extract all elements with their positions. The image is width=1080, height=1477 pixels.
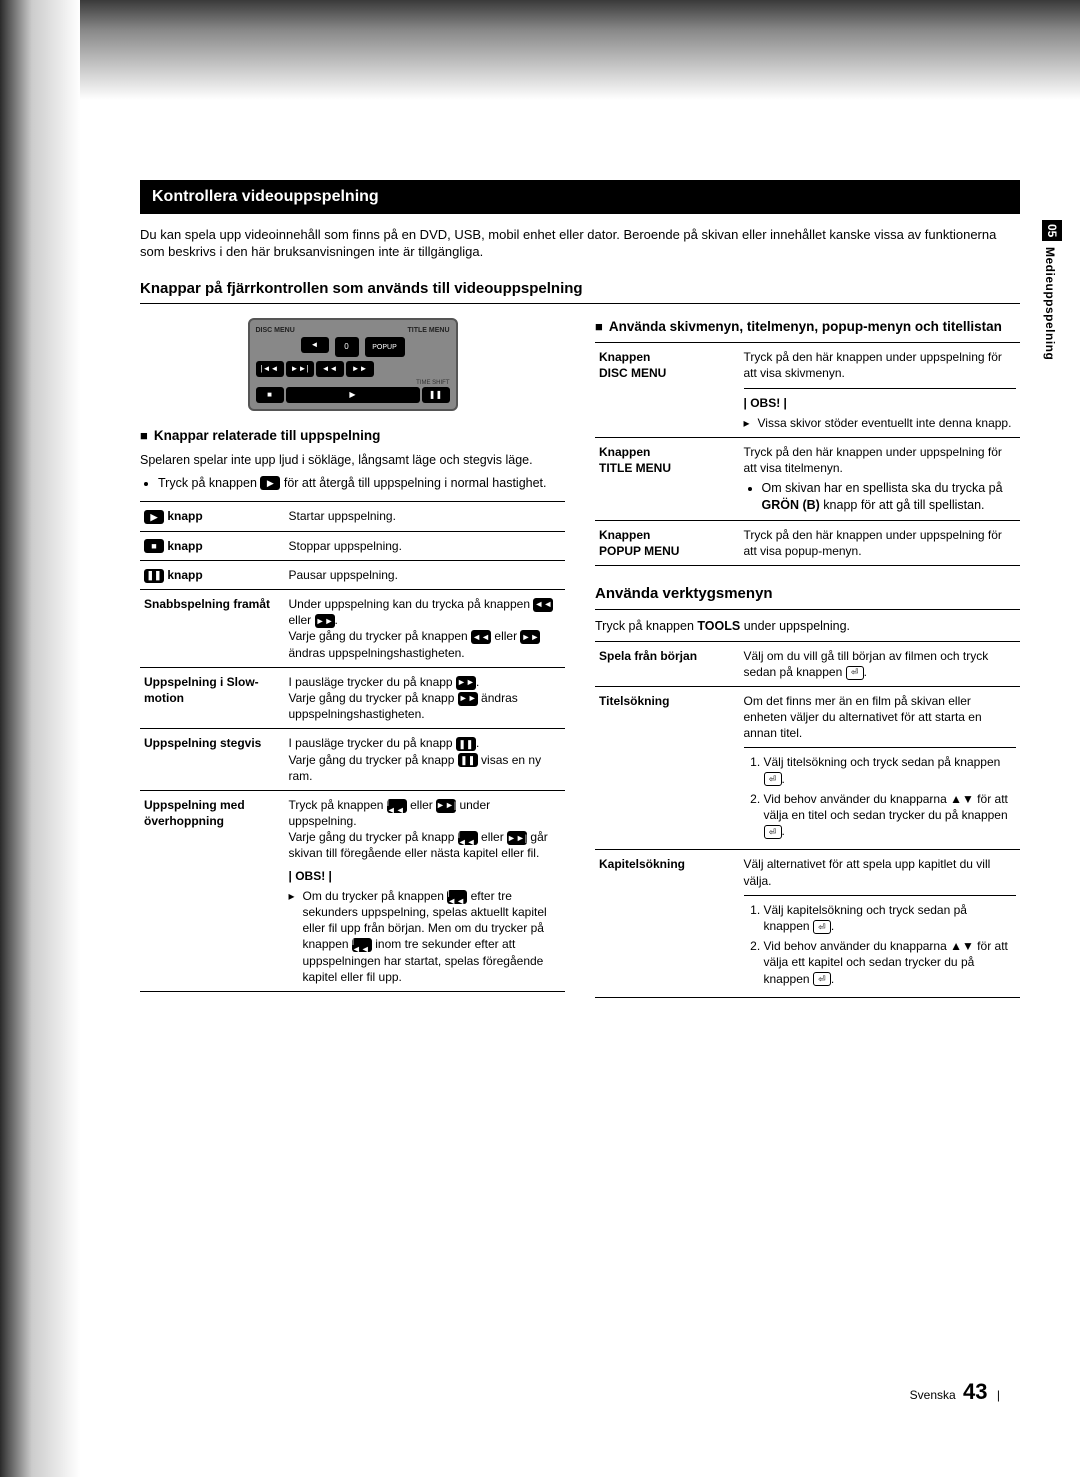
remote-button-zero: 0: [335, 337, 359, 357]
disc-menu-desc: Tryck på den här knappen under uppspelni…: [740, 343, 1021, 438]
title-menu-key: Knappen TITLE MENU: [595, 437, 740, 520]
enter-icon: ⏎: [846, 666, 864, 680]
sub-heading: Knappar på fjärrkontrollen som används t…: [140, 279, 1020, 304]
enter-icon: ⏎: [764, 825, 782, 839]
page-content: Kontrollera videouppspelning Du kan spel…: [0, 0, 1080, 1038]
disc-menu-note: Vissa skivor stöder eventuellt inte denn…: [744, 415, 1017, 431]
prev-icon: |◄◄: [447, 890, 467, 904]
ff-icon: ►►: [520, 630, 540, 644]
list-item: Vid behov använder du knapparna ▲▼ för a…: [764, 938, 1017, 987]
table-row: Spela från början Välj om du vill gå til…: [595, 641, 1020, 686]
prev-icon: |◄◄: [458, 831, 478, 845]
chapter-search-steps: Välj kapitelsökning och tryck sedan på k…: [744, 902, 1017, 987]
enter-icon: ⏎: [764, 772, 782, 786]
ff-icon: ►►: [315, 614, 335, 628]
remote-ff-icon: ►►: [346, 361, 374, 377]
popup-menu-key: Knappen POPUP MENU: [595, 521, 740, 566]
table-row: ■ knapp Stoppar uppspelning.: [140, 531, 565, 560]
bullet-square-icon: ■: [595, 318, 603, 336]
left-return-item: Tryck på knappen ▶ för att återgå till u…: [158, 475, 565, 492]
chapter-search-desc: Välj alternativet för att spela upp kapi…: [740, 850, 1021, 997]
skip-desc: Tryck på knappen |◄◄ eller ►►| under upp…: [285, 790, 566, 991]
remote-rw-icon: ◄◄: [316, 361, 344, 377]
play-from-start-desc: Välj om du vill gå till början av filmen…: [740, 641, 1021, 686]
title-search-desc: Om det finns mer än en film på skivan el…: [740, 686, 1021, 850]
table-row: Knappen POPUP MENU Tryck på den här knap…: [595, 521, 1020, 566]
remote-button-popup: POPUP: [365, 337, 405, 357]
remote-title-menu-label: TITLE MENU: [408, 326, 450, 335]
play-icon: ▶: [144, 510, 164, 524]
obs-label: | OBS! |: [289, 869, 332, 883]
table-row: Knappen DISC MENU Tryck på den här knapp…: [595, 343, 1020, 438]
enter-icon: ⏎: [813, 972, 831, 986]
slow-desc: I pausläge trycker du på knapp ►►. Varje…: [285, 667, 566, 729]
remote-time-shift-label: TIME SHIFT: [256, 379, 450, 387]
footer-page-number: 43: [963, 1379, 987, 1404]
next-icon: ►►|: [507, 831, 527, 845]
left-column: DISC MENU TITLE MENU ◄ 0 POPUP |◄◄ ►►| ◄…: [140, 318, 565, 998]
right-bullet-heading: ■ Använda skivmenyn, titelmenyn, popup-m…: [595, 318, 1020, 336]
pause-icon: ❚❚: [456, 737, 476, 751]
page-footer: Svenska 43 |: [910, 1377, 1000, 1407]
table-row: Snabbspelning framåt Under uppspelning k…: [140, 590, 565, 668]
table-row: ▶ knapp Startar uppspelning.: [140, 502, 565, 531]
remote-illustration: DISC MENU TITLE MENU ◄ 0 POPUP |◄◄ ►►| ◄…: [248, 318, 458, 412]
skip-note: Om du trycker på knappen |◄◄ efter tre s…: [289, 888, 562, 985]
list-item: Välj titelsökning och tryck sedan på kna…: [764, 754, 1017, 786]
next-icon: ►►|: [436, 799, 456, 813]
remote-pause-icon: ❚❚: [422, 387, 450, 403]
title-menu-item: Om skivan har en spellista ska du trycka…: [762, 480, 1017, 514]
ff-icon: ►►: [458, 692, 478, 706]
remote-prev-icon: |◄◄: [256, 361, 284, 377]
pause-icon: ❚❚: [458, 753, 478, 767]
remote-next-icon: ►►|: [286, 361, 314, 377]
table-row: Knappen TITLE MENU Tryck på den här knap…: [595, 437, 1020, 520]
obs-label: | OBS! |: [744, 396, 787, 410]
right-bullet-title: Använda skivmenyn, titelmenyn, popup-men…: [609, 318, 1002, 336]
menu-buttons-table: Knappen DISC MENU Tryck på den här knapp…: [595, 342, 1020, 566]
pause-icon: ❚❚: [144, 569, 164, 583]
table-row: Uppspelning i Slow-motion I pausläge try…: [140, 667, 565, 729]
footer-bar: |: [997, 1388, 1000, 1402]
right-column: ■ Använda skivmenyn, titelmenyn, popup-m…: [595, 318, 1020, 998]
popup-menu-desc: Tryck på den här knappen under uppspelni…: [740, 521, 1021, 566]
section-header: Kontrollera videouppspelning: [140, 180, 1020, 214]
two-columns: DISC MENU TITLE MENU ◄ 0 POPUP |◄◄ ►►| ◄…: [140, 318, 1020, 998]
rw-icon: ◄◄: [533, 598, 553, 612]
stop-icon: ■: [144, 539, 164, 553]
title-search-steps: Välj titelsökning och tryck sedan på kna…: [744, 754, 1017, 839]
intro-text: Du kan spela upp videoinnehåll som finns…: [140, 226, 1020, 261]
remote-stop-icon: ■: [256, 387, 284, 403]
playback-buttons-table: ▶ knapp Startar uppspelning. ■ knapp Sto…: [140, 501, 565, 992]
remote-play-icon: ▶: [286, 387, 420, 403]
list-item: Välj kapitelsökning och tryck sedan på k…: [764, 902, 1017, 934]
left-return-list: Tryck på knappen ▶ för att återgå till u…: [140, 475, 565, 492]
prev-icon: |◄◄: [387, 799, 407, 813]
fast-forward-desc: Under uppspelning kan du trycka på knapp…: [285, 590, 566, 668]
list-item: Vid behov använder du knapparna ▲▼ för a…: [764, 791, 1017, 840]
play-icon: ▶: [260, 476, 280, 490]
remote-button: ◄: [301, 337, 329, 353]
bullet-square-icon: ■: [140, 427, 148, 445]
disc-menu-key: Knappen DISC MENU: [595, 343, 740, 438]
table-row: Titelsökning Om det finns mer än en film…: [595, 686, 1020, 850]
step-desc: I pausläge trycker du på knapp ❚❚. Varje…: [285, 729, 566, 791]
left-bullet-heading: ■ Knappar relaterade till uppspelning: [140, 427, 565, 445]
tools-table: Spela från början Välj om du vill gå til…: [595, 641, 1020, 998]
ff-icon: ►►: [456, 676, 476, 690]
footer-lang: Svenska: [910, 1388, 956, 1402]
enter-icon: ⏎: [813, 920, 831, 934]
rw-icon: ◄◄: [471, 630, 491, 644]
table-row: Uppspelning stegvis I pausläge trycker d…: [140, 729, 565, 791]
remote-disc-menu-label: DISC MENU: [256, 326, 295, 335]
table-row: Uppspelning med överhoppning Tryck på kn…: [140, 790, 565, 991]
title-menu-desc: Tryck på den här knappen under uppspelni…: [740, 437, 1021, 520]
tools-heading: Använda verktygsmenyn: [595, 584, 1020, 609]
table-row: ❚❚ knapp Pausar uppspelning.: [140, 560, 565, 589]
left-bullet-title: Knappar relaterade till uppspelning: [154, 427, 381, 445]
tools-intro: Tryck på knappen TOOLS under uppspelning…: [595, 618, 1020, 635]
table-row: Kapitelsökning Välj alternativet för att…: [595, 850, 1020, 997]
left-paragraph-1: Spelaren spelar inte upp ljud i sökläge,…: [140, 452, 565, 469]
prev-icon: |◄◄: [352, 938, 372, 952]
